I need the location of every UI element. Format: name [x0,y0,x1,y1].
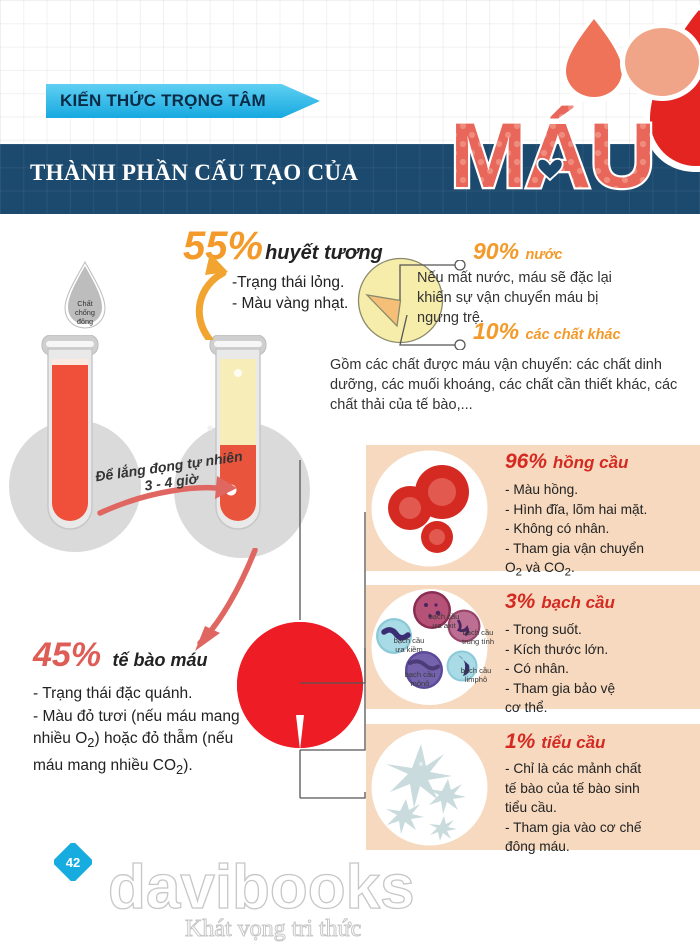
svg-text:chống: chống [75,308,95,317]
svg-text:Chất: Chất [77,299,92,308]
svg-text:42: 42 [66,855,80,870]
svg-text:đông: đông [77,317,93,326]
